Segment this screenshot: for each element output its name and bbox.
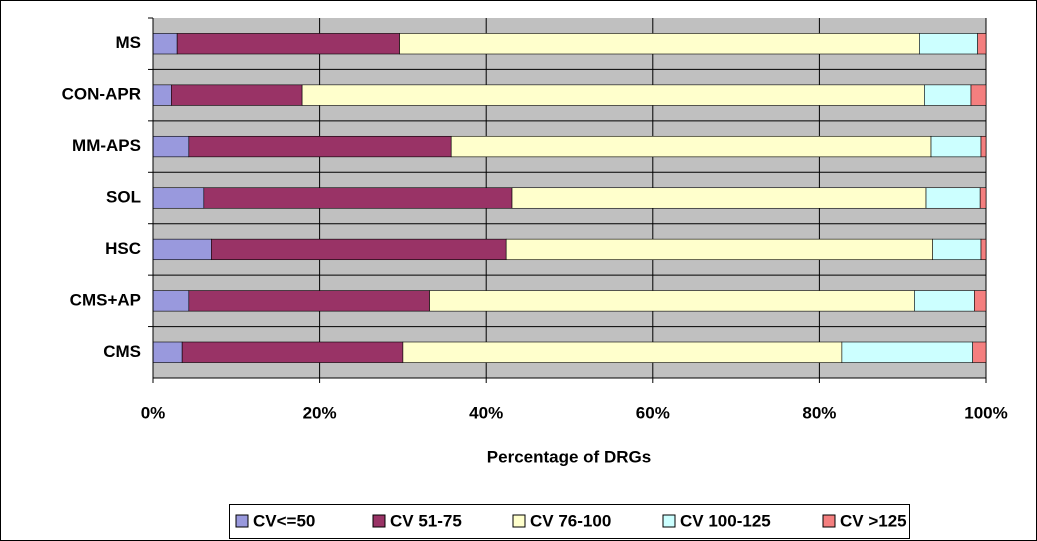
bar-segment [188,290,430,312]
bar-segment [301,84,925,106]
bar-segment [914,290,975,312]
bar-segment [152,187,205,209]
legend-swatch [235,514,249,528]
bar-segment [171,84,303,106]
bar-segment [974,290,987,312]
x-tick-label: 60% [636,403,670,422]
bar-segment [399,33,920,55]
bar-segment [979,187,987,209]
y-tick-label: MM-APS [72,136,141,155]
bar-segment [402,341,843,363]
legend-label: CV<=50 [253,511,315,530]
x-tick-label: 0% [141,403,166,422]
legend-swatch [662,514,676,528]
bar-segment [181,341,404,363]
bar-segment [980,238,987,261]
legend-swatch [372,514,386,528]
y-tick-label: CMS [103,342,141,361]
bar-segment [925,187,981,209]
legend-label: CV >125 [840,511,907,530]
bar-segment [972,341,987,363]
bar-segment [977,33,987,55]
y-tick-label: CMS+AP [70,290,141,309]
legend-label: CV 76-100 [530,511,611,530]
bar-segment [188,135,452,158]
bar-segment [429,290,915,312]
bar-segment [924,84,972,106]
bar-segment [152,341,183,363]
bar-segment [152,135,190,158]
bar-segment [152,33,178,55]
bar-segment [203,187,513,209]
bar-segment [841,341,973,363]
bar-segment [511,187,927,209]
bar-segment [152,84,172,106]
bar-segment [970,84,987,106]
x-tick-label: 20% [303,403,337,422]
bar-segment [152,290,190,312]
bar-segment [980,135,987,158]
bar-segment [919,33,978,55]
y-tick-label: MS [116,33,142,52]
legend-label: CV 100-125 [680,511,771,530]
legend-swatch [822,514,836,528]
x-tick-label: 40% [469,403,503,422]
x-axis-label: Percentage of DRGs [487,447,651,466]
y-tick-label: CON-APR [62,85,141,104]
bar-segment [932,238,982,261]
bar-segment [930,135,982,158]
y-tick-label: HSC [105,239,141,258]
bar-segment [176,33,400,55]
y-tick-label: SOL [106,187,141,206]
legend-box [229,504,910,539]
x-tick-label: 80% [802,403,836,422]
bar-segment [152,238,212,261]
bar-segment [505,238,933,261]
x-tick-label: 100% [964,403,1007,422]
bar-segment [211,238,507,261]
legend-swatch [512,514,526,528]
bar-segment [450,135,932,158]
legend-label: CV 51-75 [390,511,462,530]
